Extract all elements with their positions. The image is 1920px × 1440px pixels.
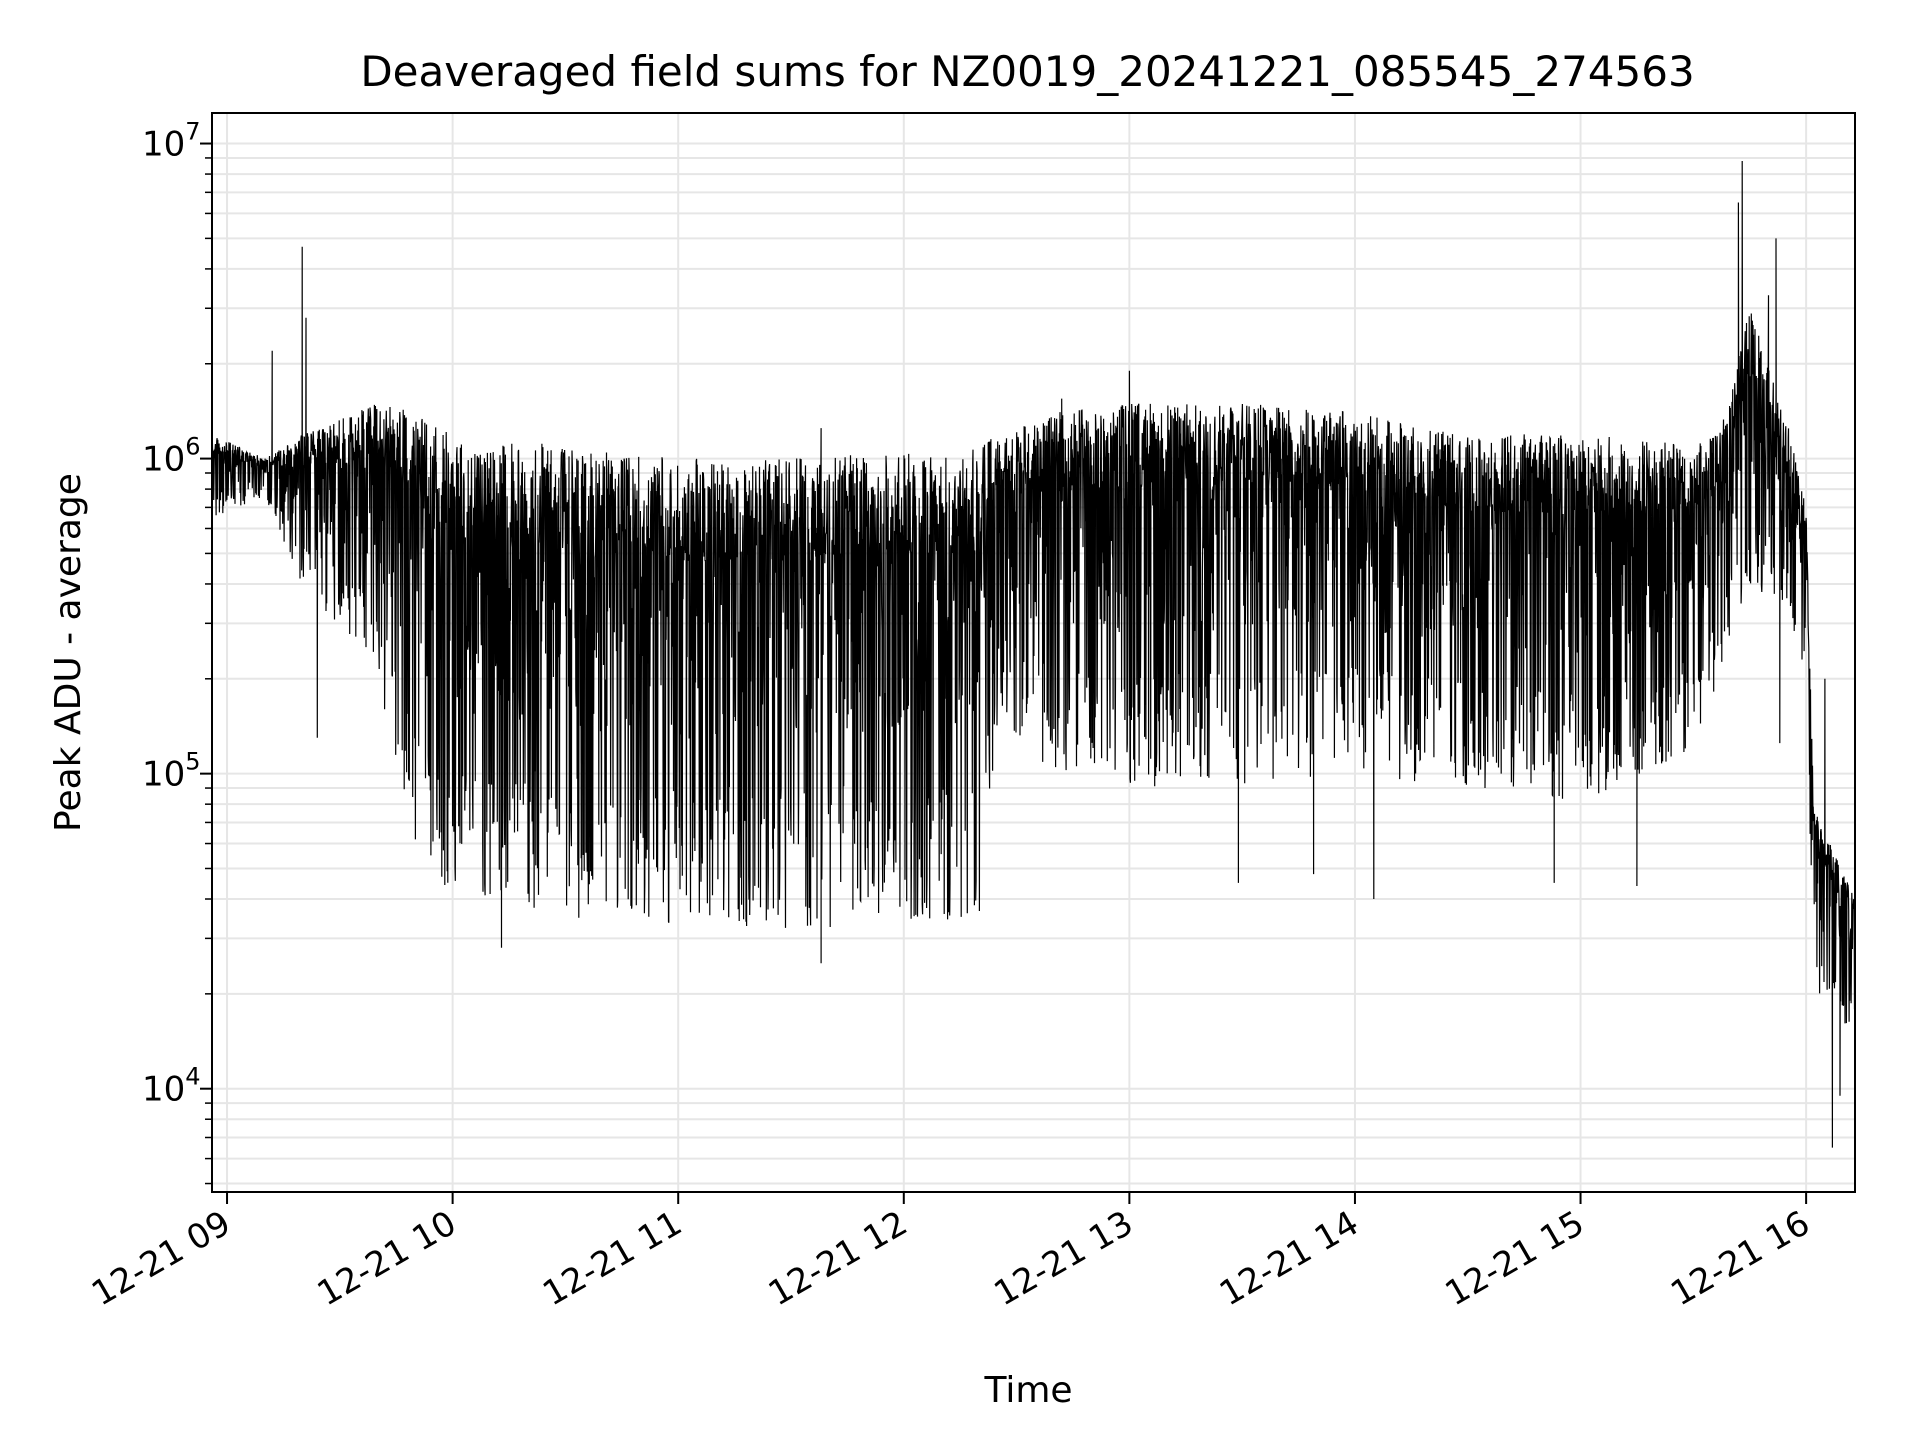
series-group	[212, 160, 1855, 1148]
y-axis-label: Peak ADU - average	[48, 473, 89, 832]
y-tick-base: 10	[142, 440, 185, 480]
plot-frame	[211, 112, 1856, 1193]
y-tick-label: 107	[142, 118, 201, 165]
y-tick-label: 106	[142, 433, 201, 480]
y-tick-exponent: 4	[185, 1063, 200, 1091]
y-tick-base: 10	[142, 125, 185, 165]
y-tick-label: 104	[142, 1063, 201, 1110]
series-line	[212, 160, 1855, 1148]
x-axis-label: Time	[983, 1370, 1072, 1411]
y-tick-label: 105	[142, 748, 201, 795]
y-tick-exponent: 7	[185, 118, 200, 146]
chart-title: Deaveraged field sums for NZ0019_2024122…	[360, 47, 1694, 96]
y-tick-exponent: 6	[185, 433, 200, 461]
y-tick-exponent: 5	[185, 748, 200, 776]
y-tick-base: 10	[142, 755, 185, 795]
y-tick-base: 10	[142, 1070, 185, 1110]
